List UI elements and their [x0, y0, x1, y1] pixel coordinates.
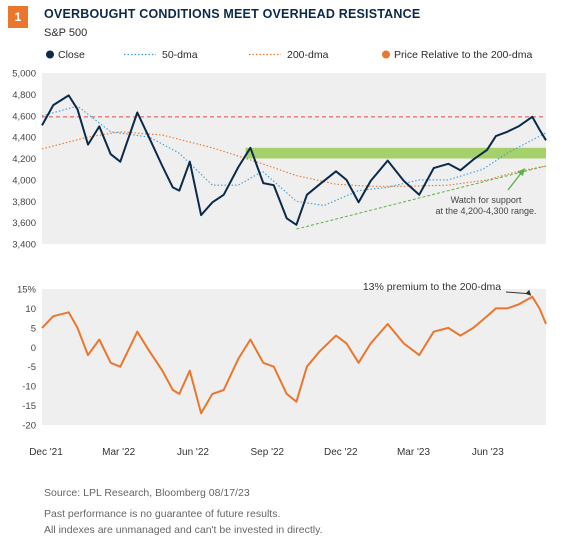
relative-series: [41, 295, 547, 415]
premium-arrow-head: [525, 289, 532, 296]
price-tick-label: 4,000: [12, 175, 36, 186]
legend: Close 50-dma 200-dma Price Relative to the …: [46, 49, 532, 61]
relative-tick-label: -5: [28, 362, 36, 373]
price-tick-label: 4,200: [12, 154, 36, 165]
legend-marker: [382, 50, 390, 59]
legend-label: 200-dma: [287, 49, 329, 61]
resistance-band: [245, 147, 547, 159]
support-annotation-line1: Watch for support: [451, 195, 522, 205]
support-trend-line: [296, 165, 547, 230]
x-tick-label: Dec '21: [29, 447, 63, 458]
x-axis: Dec '21 Mar '22 Jun '22 Sep '22 Dec '22 Mar '…: [29, 447, 504, 458]
support-arrow-head: [517, 168, 525, 176]
premium-arrow: [505, 289, 532, 296]
chart-subtitle: S&P 500: [44, 27, 88, 39]
legend-marker: [46, 50, 54, 59]
legend-label: Close: [58, 49, 85, 61]
price-tick-label: 3,600: [12, 218, 36, 229]
relative-plot-background: [42, 289, 546, 425]
x-tick-label: Sep '22: [251, 447, 285, 458]
x-tick-label: Jun '22: [177, 447, 209, 458]
price-tick-label: 3,800: [12, 197, 36, 208]
relative-tick-label: 5: [31, 323, 36, 334]
price-tick-label: 3,400: [12, 240, 36, 251]
relative-tick-label: 0: [31, 343, 36, 354]
disclaimer-line-2: All indexes are unmanaged and can't be i…: [44, 524, 323, 536]
relative-tick-label: 10: [25, 304, 36, 315]
price-tick-label: 4,800: [12, 90, 36, 101]
x-tick-label: Mar '22: [102, 447, 135, 458]
legend-label: Price Relative to the 200-dma: [394, 49, 532, 61]
figure-number-badge: 1: [8, 6, 28, 28]
legend-label: 50-dma: [162, 49, 198, 61]
relative-tick-label: -15: [22, 401, 36, 412]
sp500-price-panel: 3,400 3,600 3,800 4,000 4,200 4,400 4,600 4,800…: [12, 69, 547, 251]
x-tick-label: Jun '23: [472, 447, 504, 458]
relative-to-200dma-panel: -20 -15 -10 -5 0 5 10 15% 13% premium to the 20…: [17, 281, 547, 432]
x-tick-label: Dec '22: [324, 447, 358, 458]
relative-tick-label: -10: [22, 382, 36, 393]
series-close: [41, 94, 547, 226]
relative-y-axis: -20 -15 -10 -5 0 5 10 15%: [17, 285, 37, 432]
price-series: [41, 94, 547, 226]
price-tick-label: 4,600: [12, 111, 36, 122]
premium-annotation: 13% premium to the 200-dma: [363, 281, 501, 293]
disclaimer-line-1: Past performance is no guarantee of futu…: [44, 508, 281, 520]
price-tick-label: 4,400: [12, 133, 36, 144]
relative-tick-label: -20: [22, 421, 36, 432]
series-price-relative-to-200dma: [41, 295, 547, 415]
price-y-axis: 3,400 3,600 3,800 4,000 4,200 4,400 4,600 4,800…: [12, 69, 36, 251]
x-tick-label: Mar '23: [397, 447, 430, 458]
source-note: Source: LPL Research, Bloomberg 08/17/23: [44, 487, 250, 499]
price-tick-label: 5,000: [12, 69, 36, 80]
relative-tick-label: 15%: [17, 285, 37, 296]
support-arrow: [507, 168, 525, 191]
premium-arrow-shaft: [505, 291, 530, 295]
chart-title: OVERBOUGHT CONDITIONS MEET OVERHEAD RESI…: [44, 7, 421, 21]
support-arrow-shaft: [507, 171, 523, 191]
support-annotation-line2: at the 4,200-4,300 range.: [435, 206, 536, 216]
